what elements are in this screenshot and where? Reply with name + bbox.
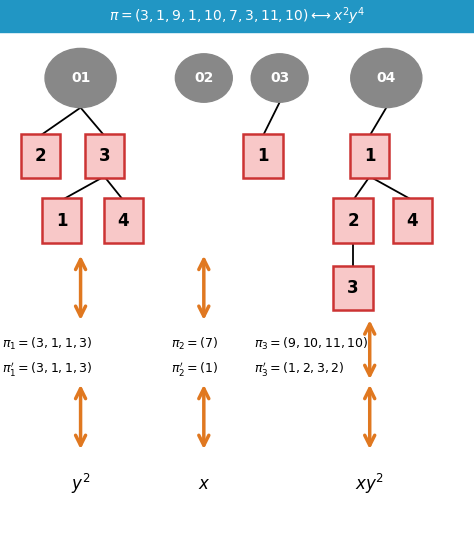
Text: 04: 04 — [377, 71, 396, 85]
Ellipse shape — [351, 48, 422, 108]
Text: $\pi_2' = (1)$: $\pi_2' = (1)$ — [171, 359, 218, 378]
Text: 03: 03 — [270, 71, 289, 85]
Text: 4: 4 — [118, 211, 129, 230]
Text: 2: 2 — [347, 211, 359, 230]
Text: 4: 4 — [407, 211, 418, 230]
FancyBboxPatch shape — [0, 0, 474, 32]
Text: $y^2$: $y^2$ — [71, 472, 90, 496]
Text: 01: 01 — [71, 71, 90, 85]
Ellipse shape — [251, 54, 308, 102]
FancyBboxPatch shape — [350, 134, 390, 179]
Text: $\pi_1' = (3, 1, 1, 3)$: $\pi_1' = (3, 1, 1, 3)$ — [2, 359, 93, 378]
Text: 2: 2 — [35, 147, 46, 165]
Text: $\pi_1 = (3, 1, 1, 3)$: $\pi_1 = (3, 1, 1, 3)$ — [2, 336, 93, 352]
FancyBboxPatch shape — [392, 199, 432, 243]
Text: 1: 1 — [257, 147, 269, 165]
Text: $xy^2$: $xy^2$ — [355, 472, 384, 496]
FancyBboxPatch shape — [333, 266, 373, 310]
Text: 3: 3 — [347, 279, 359, 297]
Text: $\pi_3' = (1, 2, 3, 2)$: $\pi_3' = (1, 2, 3, 2)$ — [254, 359, 344, 378]
Text: $x$: $x$ — [198, 475, 210, 493]
Text: 3: 3 — [99, 147, 110, 165]
Text: 1: 1 — [56, 211, 67, 230]
FancyBboxPatch shape — [21, 134, 60, 179]
Text: $\pi = (3, 1, 9, 1, 10, 7, 3, 11, 10) \longleftrightarrow x^2y^4$: $\pi = (3, 1, 9, 1, 10, 7, 3, 11, 10) \l… — [109, 5, 365, 27]
Text: $\pi_3 = (9, 10, 11, 10)$: $\pi_3 = (9, 10, 11, 10)$ — [254, 336, 368, 352]
FancyBboxPatch shape — [244, 134, 283, 179]
Text: $\pi_2 = (7)$: $\pi_2 = (7)$ — [171, 336, 218, 352]
Ellipse shape — [45, 48, 116, 108]
Ellipse shape — [175, 54, 232, 102]
Text: 02: 02 — [194, 71, 213, 85]
FancyBboxPatch shape — [103, 199, 143, 243]
FancyBboxPatch shape — [333, 199, 373, 243]
FancyBboxPatch shape — [42, 199, 82, 243]
Text: 1: 1 — [364, 147, 375, 165]
FancyBboxPatch shape — [84, 134, 124, 179]
